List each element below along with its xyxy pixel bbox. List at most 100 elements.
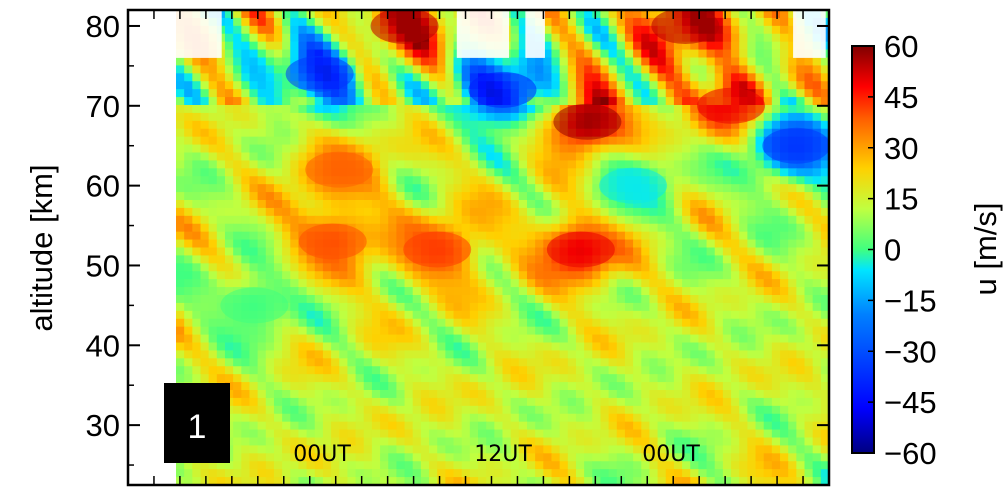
heat-cell <box>518 295 528 304</box>
heat-cell <box>657 49 667 59</box>
heat-cell <box>731 429 740 439</box>
heat-cell <box>184 176 193 185</box>
heat-cell <box>363 334 373 344</box>
heat-cell <box>739 421 748 431</box>
heat-cell <box>363 65 373 74</box>
heat-cell <box>249 25 259 35</box>
heat-cell <box>322 350 332 359</box>
heat-cell <box>673 176 683 185</box>
heat-cell <box>380 318 389 328</box>
heat-cell <box>265 437 275 447</box>
heat-cell <box>282 49 291 59</box>
heat-cell <box>347 318 357 328</box>
heat-cell <box>322 144 332 154</box>
heat-cell <box>820 89 829 98</box>
heat-cell <box>437 326 446 336</box>
heat-cell <box>298 374 308 383</box>
heat-cell <box>396 207 406 217</box>
heat-cell <box>429 279 438 288</box>
heat-cell <box>282 469 291 478</box>
heat-cell <box>551 469 561 478</box>
heat-cell <box>706 366 716 375</box>
heat-cell <box>747 73 757 82</box>
heat-cell <box>690 120 699 130</box>
heat-cell <box>290 421 300 431</box>
heat-cell <box>469 239 479 249</box>
heat-cell <box>788 405 797 415</box>
heat-cell <box>494 144 504 154</box>
heat-cell <box>763 390 773 399</box>
heat-cell <box>698 334 708 344</box>
heat-cell <box>241 334 251 344</box>
heat-cell <box>706 160 716 169</box>
heat-cell <box>282 445 291 454</box>
heat-cell <box>380 112 389 122</box>
heat-cell <box>445 366 455 375</box>
heat-cell <box>624 390 634 399</box>
heat-cell <box>526 358 536 367</box>
heat-cell <box>322 112 332 122</box>
heat-cell <box>282 207 291 217</box>
heat-cell <box>249 358 259 367</box>
heat-cell <box>478 461 487 470</box>
heat-cell <box>535 358 544 367</box>
heat-cell <box>559 469 569 478</box>
heat-cell <box>633 17 642 27</box>
heat-cell <box>290 279 300 288</box>
heat-cell <box>608 302 618 312</box>
heat-cell <box>314 310 324 320</box>
heat-cell <box>682 97 691 106</box>
heat-cell <box>559 152 569 162</box>
heat-cell <box>559 310 569 320</box>
heat-cell <box>257 342 267 352</box>
heat-cell <box>224 334 234 344</box>
heat-cell <box>763 73 773 82</box>
heat-cell <box>208 279 218 288</box>
heat-cell <box>820 112 829 122</box>
heat-cell <box>788 73 797 82</box>
heat-cell <box>633 200 642 209</box>
heat-cell <box>265 144 275 154</box>
heat-cell <box>559 382 569 391</box>
heat-cell <box>731 120 740 130</box>
heat-cell <box>551 318 561 328</box>
heat-cell <box>282 144 291 154</box>
heat-cell <box>526 128 536 138</box>
heat-cell <box>200 263 210 272</box>
heat-cell <box>616 302 626 312</box>
heat-cell <box>216 176 226 185</box>
heat-cell <box>665 120 675 130</box>
heat-cell <box>331 184 340 193</box>
heat-cell <box>518 176 528 185</box>
heat-cell <box>314 405 324 415</box>
heat-cell <box>518 461 528 470</box>
heat-cell <box>673 105 683 114</box>
heat-cell <box>673 390 683 399</box>
heat-cell <box>192 207 202 217</box>
heat-cell <box>575 263 585 272</box>
heat-cell <box>257 405 267 415</box>
heat-cell <box>731 405 740 415</box>
heat-cell <box>657 302 667 312</box>
heat-cell <box>339 429 349 439</box>
heat-cell <box>780 358 789 367</box>
heat-cell <box>551 136 561 146</box>
heat-cell <box>355 215 365 225</box>
heat-cell <box>184 200 193 209</box>
heat-cell <box>739 17 748 27</box>
heat-cell <box>176 295 185 304</box>
heat-cell <box>796 350 806 359</box>
heat-cell <box>298 421 308 431</box>
heat-cell <box>763 279 773 288</box>
heat-cell <box>478 247 487 257</box>
heat-cell <box>486 255 495 264</box>
heat-cell <box>322 120 332 130</box>
heat-cell <box>584 176 593 185</box>
heat-cell <box>502 247 512 257</box>
heat-cell <box>322 318 332 328</box>
heat-cell <box>763 461 773 470</box>
heat-cell <box>396 477 406 485</box>
heat-cell <box>518 334 528 344</box>
heat-cell <box>306 207 316 217</box>
heat-cell <box>551 413 561 423</box>
